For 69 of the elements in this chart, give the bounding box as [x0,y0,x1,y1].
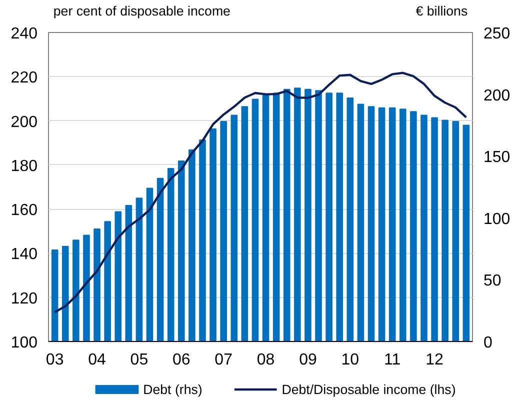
bar [199,140,206,342]
x-tick-label: 11 [384,352,401,368]
bar [210,128,216,342]
bar [136,198,143,342]
bar [368,106,375,342]
bar [452,120,460,342]
bar [125,205,132,342]
bar [156,178,164,342]
bar [62,246,69,342]
x-tick-label: 08 [256,352,275,368]
y2-tick-label: 150 [484,149,510,166]
y-tick-label: 140 [10,246,38,264]
bar [442,120,448,342]
bar [178,160,185,342]
y-tick-label: 200 [10,114,38,131]
legend-label: Debt (rhs) [143,382,202,397]
bar [72,240,80,342]
y2-tick-label: 250 [484,26,510,42]
bar [114,211,122,342]
bar [294,88,301,342]
bar [262,95,270,342]
bar [51,250,58,342]
x-tick-label: 03 [46,352,64,368]
bar [399,108,406,342]
x-tick-label: 10 [341,352,360,368]
bar [315,90,322,342]
bar [167,168,174,342]
y2-axis-title: € billions [416,4,468,18]
bar [462,124,470,342]
bar [388,107,396,342]
y-tick-label: 120 [10,290,38,308]
bar [410,111,417,342]
y-tick-label: 180 [10,158,38,175]
y-tick-label: 100 [10,334,38,352]
bar [326,92,332,342]
x-tick-label: 12 [426,352,444,368]
bar [83,234,90,342]
line-series [54,72,468,314]
bar [94,228,100,342]
bar [220,120,227,342]
y-tick-label: 220 [10,70,38,87]
bar [230,114,238,342]
y-axis-title: per cent of disposable income [53,4,230,18]
bar [188,149,196,342]
x-tick-label: 05 [130,352,148,368]
y2-tick-label: 0 [484,334,492,352]
x-tick-label: 07 [214,352,233,368]
bar [431,117,438,342]
bar [104,221,111,342]
bar [241,106,248,342]
x-tick-label: 04 [88,352,106,368]
bar [378,107,386,342]
bar [420,114,428,342]
bar [304,88,312,342]
bar [272,92,280,342]
y2-tick-label: 50 [484,272,502,290]
bar [283,88,290,342]
legend-label: Debt/Disposable income (lhs) [282,382,456,397]
bar [357,104,364,342]
bar [252,98,259,342]
y2-tick-label: 100 [484,210,510,228]
y-tick-label: 160 [10,202,38,220]
x-tick-label: 09 [299,352,317,368]
x-tick-label: 06 [172,352,190,368]
bar [336,92,344,342]
bar [146,188,154,342]
y-tick-label: 240 [10,26,38,42]
y2-tick-label: 200 [484,87,510,104]
bar [346,98,354,342]
